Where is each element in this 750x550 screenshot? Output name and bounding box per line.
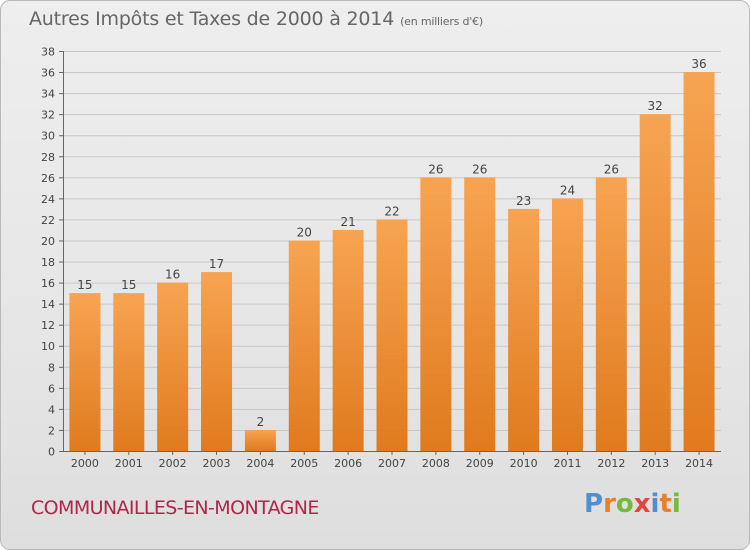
bar-value-label: 32: [648, 99, 663, 113]
bar: [201, 272, 233, 451]
x-tick-label: 2000: [71, 457, 99, 470]
logo-letter: o: [615, 489, 634, 519]
chart-unit: (en milliers d'€): [400, 15, 483, 28]
y-tick-label: 4: [48, 403, 55, 416]
x-tick-label: 2010: [510, 457, 538, 470]
y-tick-label: 28: [41, 151, 55, 164]
bar: [244, 429, 276, 451]
logo-letter: x: [633, 489, 651, 519]
logo-letter: P: [584, 489, 604, 519]
x-axis: 2000 2001 2002 2003 2004 2005 2006 2007 2008 2009…: [63, 451, 721, 470]
bar-value-label: 26: [472, 162, 487, 176]
logo-letter: i: [671, 489, 681, 519]
x-tick-label: 2013: [641, 457, 669, 470]
bar: [464, 177, 496, 451]
proxiti-logo[interactable]: Proxiti: [584, 489, 681, 519]
bar-value-label: 36: [691, 57, 706, 71]
x-tick-label: 2014: [685, 457, 713, 470]
y-tick-label: 10: [41, 340, 55, 353]
y-tick-label: 34: [41, 88, 55, 101]
bars: 15 15 16 17 2 20 21 22 26 26 23 24 26 32 36: [69, 57, 715, 451]
bar-value-label: 16: [165, 268, 180, 282]
x-tick-label: 2001: [115, 457, 143, 470]
bar-value-label: 22: [384, 204, 399, 218]
bar-value-label: 2: [257, 415, 265, 429]
bar: [683, 72, 715, 451]
bar: [69, 293, 101, 451]
bar: [551, 198, 583, 451]
bar: [639, 114, 671, 451]
y-tick-label: 12: [41, 319, 55, 332]
x-tick-label: 2003: [203, 457, 231, 470]
y-tick-label: 30: [41, 130, 55, 143]
x-tick-label: 2005: [290, 457, 318, 470]
y-tick-label: 24: [41, 193, 55, 206]
y-tick-label: 32: [41, 109, 55, 122]
y-tick-label: 8: [48, 361, 55, 374]
bar-value-label: 17: [209, 257, 224, 271]
bar-value-label: 15: [77, 278, 92, 292]
y-tick-label: 36: [41, 67, 55, 80]
bar-value-label: 15: [121, 278, 136, 292]
y-tick-label: 22: [41, 214, 55, 227]
logo-letter: i: [650, 489, 660, 519]
bar-value-label: 24: [560, 183, 575, 197]
y-tick-label: 20: [41, 235, 55, 248]
y-tick-label: 18: [41, 256, 55, 269]
y-tick-label: 38: [41, 46, 55, 59]
x-tick-label: 2006: [334, 457, 362, 470]
y-tick-label: 14: [41, 298, 55, 311]
x-tick-label: 2007: [378, 457, 406, 470]
x-tick-label: 2008: [422, 457, 450, 470]
bar-value-label: 26: [604, 162, 619, 176]
bar: [595, 177, 627, 451]
x-tick-label: 2011: [553, 457, 581, 470]
bar-value-label: 20: [297, 225, 312, 239]
bar: [376, 219, 408, 451]
bar-value-label: 26: [428, 162, 443, 176]
x-tick-label: 2012: [597, 457, 625, 470]
x-tick-label: 2002: [159, 457, 187, 470]
bar: [113, 293, 145, 451]
logo-letter: r: [603, 489, 616, 519]
y-tick-label: 6: [48, 382, 55, 395]
bar: [288, 240, 320, 451]
x-tick-label: 2004: [246, 457, 274, 470]
chart-title-text: Autres Impôts et Taxes de 2000 à 2014: [29, 8, 395, 30]
commune-name: COMMUNAILLES-EN-MONTAGNE: [31, 497, 319, 519]
bar: [508, 208, 540, 451]
y-tick-label: 2: [48, 424, 55, 437]
bar-value-label: 23: [516, 194, 531, 208]
chart-title: Autres Impôts et Taxes de 2000 à 2014 (en…: [29, 8, 483, 30]
logo-letter: t: [659, 489, 672, 519]
bar-value-label: 21: [340, 215, 355, 229]
bar: [332, 229, 364, 451]
y-tick-label: 0: [48, 446, 55, 459]
y-tick-label: 16: [41, 277, 55, 290]
bar: [157, 282, 189, 451]
y-tick-label: 26: [41, 172, 55, 185]
x-tick-label: 2009: [466, 457, 494, 470]
bar: [420, 177, 452, 451]
